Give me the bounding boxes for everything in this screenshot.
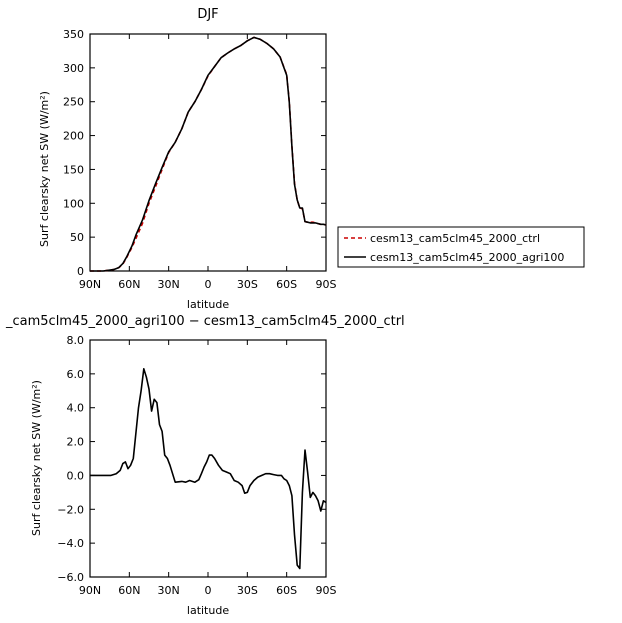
chart-bottom-x-tick-label: 60S bbox=[276, 584, 297, 597]
chart-top-y-tick-label: 150 bbox=[63, 163, 84, 176]
chart-bottom-x-tick-label: 30N bbox=[158, 584, 180, 597]
legend: cesm13_cam5clm45_2000_ctrl cesm13_cam5cl… bbox=[337, 226, 585, 268]
chart-top-y-tick-label: 200 bbox=[63, 130, 84, 143]
chart-bottom-y-tick-label: 8.0 bbox=[67, 334, 85, 347]
chart-top-y-tick-label: 250 bbox=[63, 96, 84, 109]
chart-bottom-plot-area: 90N 60N 30N 0 30S 60S 90S −6.0 −4.0 −2.0 0.0 2.0 4.0… bbox=[57, 334, 336, 597]
chart-bottom-x-tick-label: 30S bbox=[237, 584, 258, 597]
legend-label-agri100: cesm13_cam5clm45_2000_agri100 bbox=[370, 251, 564, 264]
chart-bottom-y-tick-label: −4.0 bbox=[57, 537, 84, 550]
chart-top-y-axis-label: Surf clearsky net SW (W/m²) bbox=[38, 91, 51, 247]
chart-top-title: DJF bbox=[197, 7, 218, 22]
chart-top-x-tick-label: 30S bbox=[237, 278, 258, 291]
chart-top-series-line-cesm13_cam5clm45_2000_ctrl bbox=[90, 36, 327, 272]
chart-top-y-tick-label: 0 bbox=[77, 265, 84, 278]
chart-top-y-tick-label: 350 bbox=[63, 28, 84, 41]
chart-bottom-y-tick-label: 4.0 bbox=[67, 402, 85, 415]
chart-bottom-y-tick-label: 6.0 bbox=[67, 368, 85, 381]
chart-bottom-y-tick-label: −6.0 bbox=[57, 571, 84, 584]
chart-top-plot-area: 90N 60N 30N 0 30S 60S 90S 0 50 100 150 200 250 300 350 bbox=[63, 28, 337, 291]
chart-top-series-line-cesm13_cam5clm45_2000_agri100 bbox=[90, 36, 327, 272]
chart-bottom-y-tick-label: 0.0 bbox=[67, 469, 85, 482]
chart-bottom-x-axis-label: latitude bbox=[187, 604, 229, 617]
chart-bottom-x-tick-label: 90S bbox=[316, 584, 337, 597]
chart-bottom-series-line-0 bbox=[90, 367, 327, 570]
chart-top-x-axis-label: latitude bbox=[187, 298, 229, 311]
chart-bottom-y-axis-label: Surf clearsky net SW (W/m²) bbox=[30, 380, 43, 536]
chart-bottom-title: _cam5clm45_2000_agri100 − cesm13_cam5clm… bbox=[5, 314, 405, 329]
chart-bottom-x-tick-label: 0 bbox=[205, 584, 212, 597]
chart-top-y-tick-label: 50 bbox=[70, 231, 84, 244]
chart-top-y-tick-label: 100 bbox=[63, 197, 84, 210]
chart-top: DJF 90N 60N 30N 0 30S 60S 90S 0 50 100 150 200 250 30… bbox=[38, 7, 337, 311]
chart-top-x-tick-label: 90S bbox=[316, 278, 337, 291]
chart-top-x-tick-label: 0 bbox=[205, 278, 212, 291]
chart-bottom-x-tick-label: 90N bbox=[79, 584, 101, 597]
legend-label-ctrl: cesm13_cam5clm45_2000_ctrl bbox=[370, 232, 540, 245]
chart-top-x-tick-label: 60S bbox=[276, 278, 297, 291]
chart-top-y-tick-label: 300 bbox=[63, 62, 84, 75]
chart-top-x-tick-label: 60N bbox=[118, 278, 140, 291]
chart-top-x-tick-label: 90N bbox=[79, 278, 101, 291]
chart-bottom: _cam5clm45_2000_agri100 − cesm13_cam5clm… bbox=[5, 314, 405, 617]
chart-top-x-tick-label: 30N bbox=[158, 278, 180, 291]
chart-top-frame bbox=[89, 33, 327, 272]
legend-box bbox=[337, 226, 585, 268]
chart-bottom-x-tick-label: 60N bbox=[118, 584, 140, 597]
chart-bottom-y-tick-label: 2.0 bbox=[67, 436, 85, 449]
chart-bottom-y-tick-label: −2.0 bbox=[57, 503, 84, 516]
